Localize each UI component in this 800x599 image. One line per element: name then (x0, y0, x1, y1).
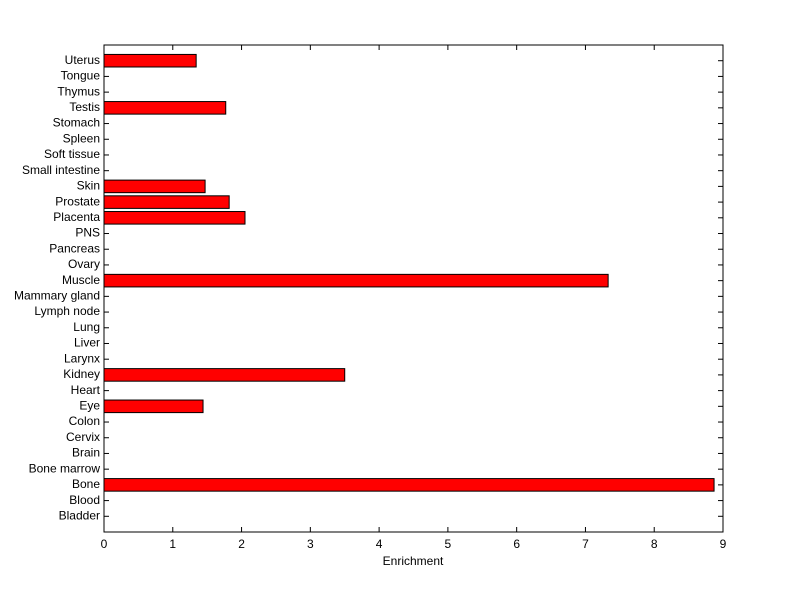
y-tick-label: Bladder (59, 508, 100, 522)
bar (103, 368, 346, 382)
y-tick-label: Testis (69, 100, 100, 114)
bar (103, 399, 204, 414)
y-tick-label: Kidney (63, 367, 100, 381)
y-tick-label: Eye (79, 398, 100, 412)
x-tick-label: 3 (307, 537, 314, 551)
y-tick-label: Skin (77, 179, 100, 193)
x-tick-label: 7 (582, 537, 589, 551)
y-tick-label: Bone marrow (29, 461, 101, 475)
y-tick-label: Ovary (68, 257, 100, 271)
y-tick-label: Cervix (66, 430, 100, 444)
y-tick-label: Soft tissue (44, 147, 100, 161)
y-tick-label: Liver (74, 336, 100, 350)
y-tick-label: Small intestine (22, 163, 100, 177)
bar (103, 195, 230, 209)
y-tick-label: Spleen (63, 131, 100, 145)
y-tick-label: Bone (72, 477, 100, 491)
y-tick-label: Stomach (53, 116, 100, 130)
bar (103, 179, 206, 194)
y-tick-label: Mammary gland (14, 289, 100, 303)
y-tick-label: Lymph node (34, 304, 100, 318)
bar (103, 478, 715, 492)
x-tick-label: 8 (651, 537, 658, 551)
plot-area (104, 45, 723, 532)
x-tick-label: 2 (238, 537, 245, 551)
y-tick-label: Pancreas (49, 241, 100, 255)
x-tick-label: 9 (720, 537, 727, 551)
axes-frame (103, 44, 724, 533)
y-tick-label: Blood (69, 493, 100, 507)
y-tick-label: PNS (75, 226, 100, 240)
x-tick-label: 1 (169, 537, 176, 551)
x-tick-label: 0 (101, 537, 108, 551)
y-tick-label: Muscle (62, 273, 100, 287)
y-tick-label: Brain (72, 446, 100, 460)
y-tick-label: Lung (73, 320, 100, 334)
x-tick-label: 5 (445, 537, 452, 551)
y-tick-label: Placenta (53, 210, 100, 224)
x-tick-label: 4 (376, 537, 383, 551)
bar (103, 211, 246, 225)
y-tick-label: Colon (69, 414, 100, 428)
y-tick-label: Uterus (65, 53, 100, 67)
bar (103, 53, 197, 68)
x-tick-label: 6 (513, 537, 520, 551)
y-tick-label: Prostate (55, 194, 100, 208)
bar (103, 101, 227, 115)
y-tick-label: Heart (71, 383, 101, 397)
y-tick-label: Thymus (57, 84, 100, 98)
y-tick-label: Tongue (61, 69, 101, 83)
y-tick-label: Larynx (64, 351, 100, 365)
x-axis-label: Enrichment (383, 554, 444, 568)
bar (103, 273, 609, 288)
